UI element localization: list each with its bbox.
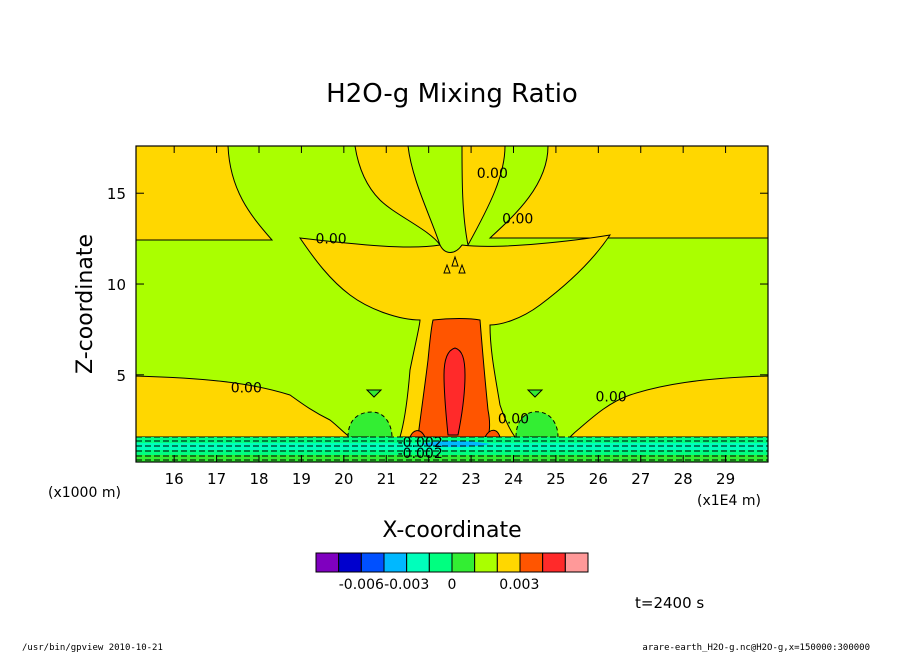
field-green-patch-left: [347, 411, 393, 438]
colorbar-tick-label: -0.006: [339, 577, 384, 593]
footer-left: /usr/bin/gpview 2010-10-21: [22, 643, 163, 653]
colorbar-swatch: [542, 552, 566, 573]
y-axis-label: Z-coordinate: [73, 234, 98, 374]
field-upper-right-yellow: [488, 146, 768, 239]
footer-right: arare-earth_H2O-g.nc@H2O-g,x=150000:3000…: [642, 643, 870, 653]
x-tick-label: 25: [546, 470, 565, 488]
x-tick-label: 16: [165, 470, 184, 488]
colorbar-swatch: [406, 552, 430, 573]
field-upper-left-yellow: [136, 146, 274, 241]
y-tick-label: 10: [107, 276, 126, 294]
contour-label: 0.00: [595, 390, 626, 406]
colorbar-swatch: [519, 552, 544, 573]
field-green-tiny-left: [365, 389, 383, 398]
x-unit-left: (x1000 m): [48, 485, 121, 501]
y-axis: 5 10 15: [107, 185, 768, 385]
x-tick-label: 26: [589, 470, 608, 488]
colorbar-tick-label: 0: [448, 577, 457, 593]
contour-label: -0.002: [398, 435, 443, 451]
x-unit-right: (x1E4 m): [697, 493, 761, 509]
x-tick-label: 23: [462, 470, 481, 488]
x-tick-label: 17: [207, 470, 226, 488]
contour-label: 0.00: [477, 166, 508, 182]
field-green-patch-right: [515, 411, 559, 438]
colorbar-swatch: [315, 552, 340, 573]
contour-labels: 0.00 0.00 0.00 0.00 0.00 0.00 -0.002-0.002: [231, 166, 627, 462]
plot-frame: [135, 145, 769, 463]
colorbar: [315, 552, 589, 573]
field-green-tiny-right: [526, 389, 544, 398]
colorbar-swatch: [564, 552, 589, 573]
colorbar-swatch: [338, 552, 362, 573]
plot-area: [136, 146, 768, 462]
colorbar-swatch: [383, 552, 408, 573]
field-layer-a: [136, 437, 768, 443]
chart-title: H2O-g Mixing Ratio: [326, 79, 578, 109]
contour-label: -0.002: [398, 446, 443, 462]
colorbar-swatch: [496, 552, 521, 573]
x-tick-label: 22: [419, 470, 438, 488]
x-tick-label: 28: [674, 470, 693, 488]
colorbar-swatch: [360, 552, 385, 573]
time-label: t=2400 s: [635, 594, 704, 612]
x-tick-label: 24: [504, 470, 523, 488]
colorbar-swatch: [474, 552, 498, 573]
contour-label: 0.00: [502, 212, 533, 228]
x-tick-label: 27: [631, 470, 650, 488]
field-upper-center-yellow: [354, 146, 441, 246]
x-tick-label: 19: [292, 470, 311, 488]
contour-label: 0.00: [316, 232, 347, 248]
x-axis: 16 17 18 19 20 21 22 23 24 25 26 27 28 29: [165, 146, 735, 488]
colorbar-swatch: [428, 552, 453, 573]
field-lower-left-yellow: [136, 375, 352, 438]
x-tick-label: 21: [377, 470, 396, 488]
colorbar-swatch: [451, 552, 476, 573]
surface-dashed-contours: [136, 436, 768, 461]
field-core-red: [443, 347, 466, 436]
x-tick-label: 29: [716, 470, 735, 488]
colorbar-tick-label: 0.003: [499, 577, 539, 593]
x-axis-label: X-coordinate: [382, 518, 521, 543]
y-tick-label: 15: [107, 185, 126, 203]
x-tick-label: 20: [334, 470, 353, 488]
field-lower-right-yellow: [568, 375, 768, 438]
x-tick-label: 18: [249, 470, 268, 488]
contour-label: 0.00: [498, 411, 529, 427]
colorbar-labels: -0.006 -0.003 0 0.003: [339, 577, 540, 593]
field-upper-center-yellow-2: [461, 146, 506, 247]
field-layer-d: [136, 455, 768, 462]
y-tick-label: 5: [116, 367, 126, 385]
contour-label: 0.00: [231, 381, 262, 397]
field-small-triangles: [443, 255, 466, 274]
field-layer-c: [136, 450, 768, 455]
colorbar-tick-label: -0.003: [384, 577, 429, 593]
